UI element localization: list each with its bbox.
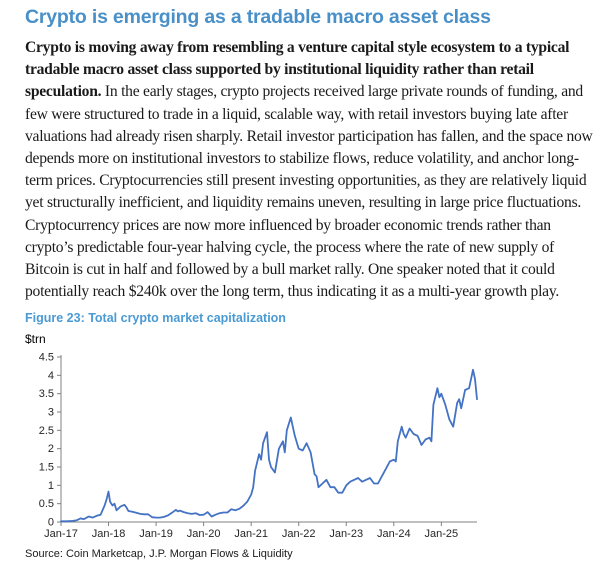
y-tick-label: 4	[48, 370, 54, 382]
x-tick-label: Jan-24	[377, 528, 411, 540]
data-line-series	[60, 369, 478, 523]
figure-caption: Figure 23: Total crypto market capitaliz…	[25, 311, 286, 326]
page-title: Crypto is emerging as a tradable macro a…	[25, 6, 491, 28]
x-tick-label: Jan-21	[234, 528, 268, 540]
document-page: Crypto is emerging as a tradable macro a…	[25, 6, 593, 561]
y-tick-label: 4.5	[39, 352, 54, 364]
x-tick-label: Jan-25	[425, 528, 459, 540]
x-tick-label: Jan-18	[92, 528, 126, 540]
paragraph-body-text: In the early stages, crypto projects rec…	[25, 83, 593, 301]
paragraph-lead-bold: Crypto is moving away from resembling a …	[25, 39, 570, 101]
figure-source: Source: Coin Marketcap, J.P. Morgan Flow…	[25, 548, 293, 561]
y-tick-label: 2.5	[39, 425, 54, 437]
y-axis-unit-label: $trn	[25, 332, 46, 347]
crypto-marketcap-chart: 0 0.5 1 1.5 2 2.5 3 3.5 4 4.5 Jan-17 Jan-18 Jan-19 Ja…	[25, 347, 593, 543]
y-tick-label: 0.5	[39, 499, 54, 511]
x-tick-label: Jan-22	[282, 528, 316, 540]
y-tick-label: 2	[48, 444, 54, 456]
line-chart-svg: 0 0.5 1 1.5 2 2.5 3 3.5 4 4.5 Jan-17 Jan-18 Jan-19 Ja…	[39, 352, 478, 540]
y-tick-label: 3	[48, 407, 54, 419]
x-tick-label: Jan-20	[187, 528, 221, 540]
y-tick-label: 3.5	[39, 389, 54, 401]
x-tick-label: Jan-23	[329, 528, 363, 540]
x-tick-label: Jan-19	[139, 528, 173, 540]
y-tick-label: 1.5	[39, 462, 54, 474]
y-tick-label: 0	[48, 517, 54, 529]
article-paragraph: Crypto is moving away from resembling a …	[25, 37, 593, 303]
y-tick-label: 1	[48, 480, 54, 492]
x-tick-label: Jan-17	[44, 528, 78, 540]
